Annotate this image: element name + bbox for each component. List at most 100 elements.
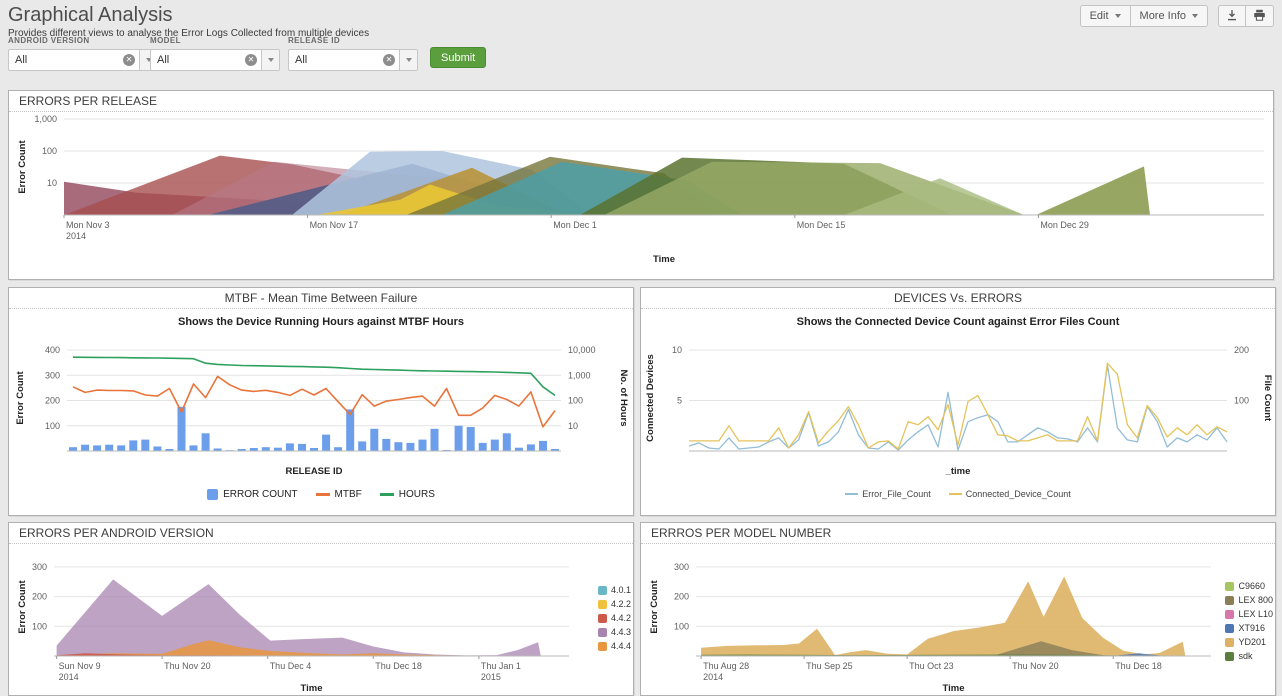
header-actions: Edit More Info <box>1079 5 1274 27</box>
legend-label: YD201 <box>1238 637 1266 647</box>
legend-label: sdk <box>1238 651 1253 661</box>
page-subtitle: Provides different views to analyse the … <box>8 28 370 39</box>
print-button[interactable] <box>1245 5 1274 27</box>
bar <box>129 440 138 451</box>
svg-text:10: 10 <box>672 345 682 355</box>
chevron-down-icon <box>1114 14 1121 18</box>
area-series <box>701 576 1186 656</box>
legend-item[interactable]: C9660 <box>1225 581 1273 591</box>
legend-line-swatch <box>845 493 859 495</box>
mtbf-chart[interactable]: 100 10 200 100 300 1,000 400 10,000 RELEASE ID Er… <box>9 333 631 485</box>
legend-item[interactable]: LEX L10 <box>1225 609 1273 619</box>
legend-item[interactable]: YD201 <box>1225 637 1273 647</box>
panel-errors-per-release: ERRORS PER RELEASE 10 100 1,000 Mon Nov 3 20… <box>8 90 1274 280</box>
clear-icon[interactable]: ✕ <box>245 54 257 66</box>
svg-text:Sun Nov 9: Sun Nov 9 <box>59 661 101 671</box>
errors-per-release-chart[interactable]: 10 100 1,000 Mon Nov 3 2014 Mon Nov 17 Mon Dec… <box>9 112 1271 278</box>
filter-label: RELEASE ID <box>288 36 341 45</box>
legend-item[interactable]: Error_File_Count <box>845 489 931 499</box>
svg-text:Thu Dec 18: Thu Dec 18 <box>1115 661 1162 671</box>
legend-item[interactable]: 4.4.4 <box>597 641 631 651</box>
legend-label: Connected_Device_Count <box>965 489 1071 499</box>
svg-text:400: 400 <box>45 345 60 355</box>
bar <box>141 439 150 451</box>
legend-label: LEX L10 <box>1238 609 1273 619</box>
bar-series <box>69 406 559 451</box>
legend-item[interactable]: 4.4.3 <box>597 627 631 637</box>
legend-item[interactable]: ERROR COUNT <box>207 489 298 500</box>
x-axis-title: Time <box>653 254 675 265</box>
download-button[interactable] <box>1218 5 1246 27</box>
more-info-button[interactable]: More Info <box>1129 5 1208 27</box>
svg-text:100: 100 <box>45 421 60 431</box>
legend-item[interactable]: XT916 <box>1225 623 1273 633</box>
panel-title: ERRORS PER RELEASE <box>9 91 1273 112</box>
legend-label: 4.0.1 <box>610 585 631 595</box>
legend-label: XT916 <box>1238 623 1265 633</box>
bar <box>165 449 174 451</box>
dropdown-toggle[interactable] <box>399 50 417 70</box>
legend-item[interactable]: 4.4.2 <box>597 613 631 623</box>
svg-text:Mon Nov 3: Mon Nov 3 <box>66 220 110 230</box>
legend-label: 4.2.2 <box>610 599 631 609</box>
panel-errors-per-android-version: ERRORS PER ANDROID VERSION 100 200 300 Sun … <box>8 522 634 696</box>
android-version-select[interactable]: All ✕ <box>8 49 158 71</box>
bar <box>273 447 282 451</box>
filter-label: MODEL <box>150 36 181 45</box>
svg-text:2014: 2014 <box>703 672 723 682</box>
legend-item[interactable]: HOURS <box>379 489 435 500</box>
svg-text:100: 100 <box>674 621 689 631</box>
panel-title: MTBF - Mean Time Between Failure <box>9 288 633 309</box>
legend-label: HOURS <box>398 489 435 500</box>
bar <box>261 447 270 451</box>
dropdown-toggle[interactable] <box>261 50 279 70</box>
errors-per-android-version-chart[interactable]: 100 200 300 Sun Nov 9 2014 Thu Nov 20 Thu Dec … <box>9 544 594 694</box>
svg-text:200: 200 <box>1234 345 1249 355</box>
legend-label: 4.4.2 <box>610 613 631 623</box>
svg-text:Thu Nov 20: Thu Nov 20 <box>1012 661 1059 671</box>
x-axis-title: RELEASE ID <box>285 466 342 477</box>
bar <box>81 444 90 451</box>
devices-vs-errors-legend: Error_File_Count Connected_Device_Count <box>641 489 1275 499</box>
legend-item[interactable]: MTBF <box>315 489 362 500</box>
bar <box>478 442 487 451</box>
bar <box>322 434 331 451</box>
clear-icon[interactable]: ✕ <box>383 54 395 66</box>
bar <box>310 448 318 451</box>
filter-label: ANDROID VERSION <box>8 36 90 45</box>
chart-svg: 5 10 100 200 _time Connected Devices File Coun… <box>645 345 1273 477</box>
svg-text:10: 10 <box>47 178 57 188</box>
legend-square-swatch <box>1225 595 1235 605</box>
legend-item[interactable]: LEX 800 <box>1225 595 1273 605</box>
legend-item[interactable]: sdk <box>1225 651 1273 661</box>
edit-button[interactable]: Edit <box>1079 5 1131 27</box>
legend-item[interactable]: Connected_Device_Count <box>948 489 1071 499</box>
release-id-select[interactable]: All ✕ <box>288 49 418 71</box>
svg-text:200: 200 <box>674 592 689 602</box>
clear-icon[interactable]: ✕ <box>123 54 135 66</box>
line-series <box>72 356 556 397</box>
errors-per-model-number-chart[interactable]: 100 200 300 Thu Aug 28 2014 Thu Sep 25 Thu Oct… <box>641 544 1223 694</box>
svg-text:1,000: 1,000 <box>568 370 591 380</box>
legend-item[interactable]: 4.2.2 <box>597 599 631 609</box>
filter-model: MODEL All ✕ <box>150 36 280 71</box>
panel-mtbf: MTBF - Mean Time Between Failure Shows t… <box>8 287 634 516</box>
svg-text:100: 100 <box>42 146 57 156</box>
svg-text:10,000: 10,000 <box>568 345 596 355</box>
legend-square-swatch <box>1225 581 1235 591</box>
legend-square-swatch <box>1225 651 1235 661</box>
legend-square-swatch <box>1225 609 1235 619</box>
bar <box>249 448 258 451</box>
submit-button[interactable]: Submit <box>430 47 487 68</box>
svg-text:Thu Dec 4: Thu Dec 4 <box>270 661 312 671</box>
svg-text:200: 200 <box>45 396 60 406</box>
bar <box>346 409 355 451</box>
area-series-group <box>56 579 541 656</box>
svg-text:10: 10 <box>568 421 578 431</box>
filter-android-version: ANDROID VERSION All ✕ <box>8 36 158 71</box>
devices-vs-errors-chart[interactable]: 5 10 100 200 _time Connected Devices File Coun… <box>641 333 1273 485</box>
legend-item[interactable]: 4.0.1 <box>597 585 631 595</box>
bar <box>382 438 391 451</box>
model-select[interactable]: All ✕ <box>150 49 280 71</box>
